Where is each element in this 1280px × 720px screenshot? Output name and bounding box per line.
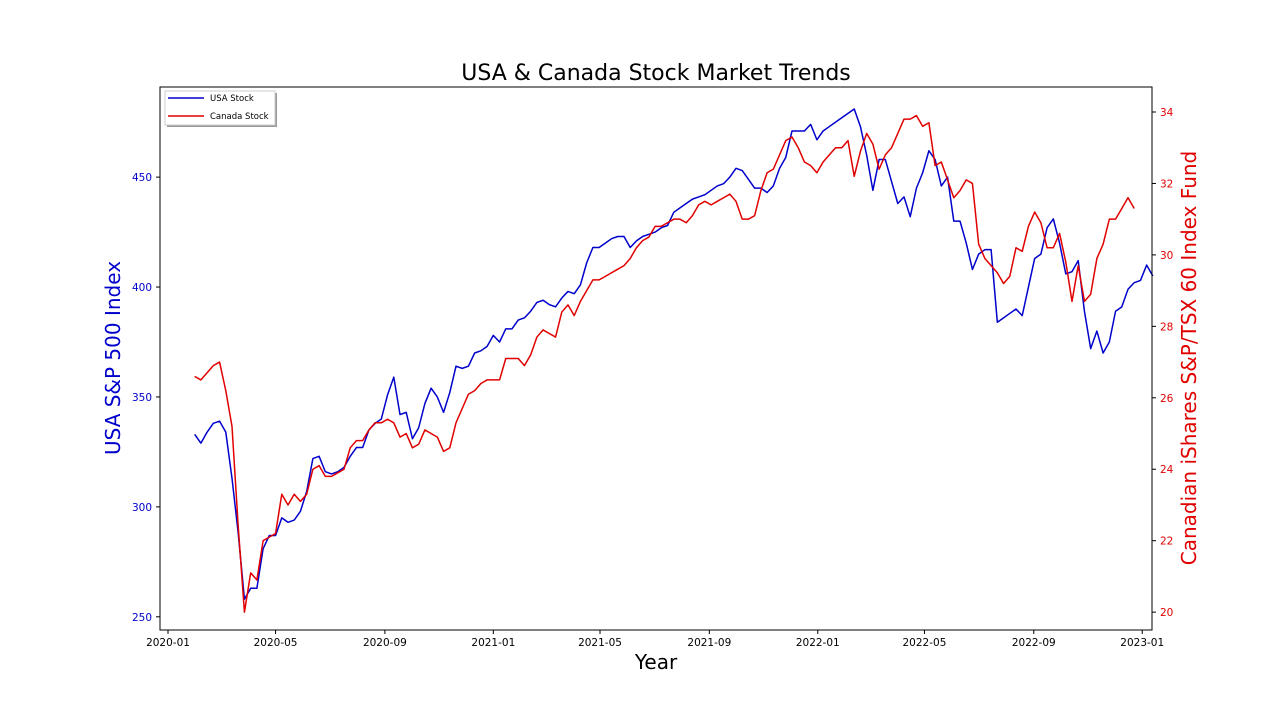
right-y-tick-label: 32 — [1160, 178, 1173, 190]
x-tick-label: 2020-09 — [363, 637, 407, 649]
left-y-axis-label: USA S&P 500 Index — [101, 261, 125, 455]
chart-title: USA & Canada Stock Market Trends — [461, 61, 851, 86]
legend: USA Stock Canada Stock — [164, 90, 277, 127]
right-y-tick-label: 26 — [1160, 393, 1174, 405]
x-tick-label: 2021-01 — [471, 637, 515, 649]
x-tick-label: 2022-05 — [903, 637, 947, 649]
left-y-tick-label: 450 — [132, 172, 152, 184]
left-y-axis-ticks: 250 300 350 400 450 — [132, 172, 160, 624]
series-line-canada-stock — [194, 114, 1135, 613]
right-y-tick-label: 22 — [1160, 536, 1173, 548]
x-tick-label: 2022-01 — [796, 637, 840, 649]
x-tick-label: 2023-01 — [1120, 637, 1164, 649]
right-y-tick-label: 30 — [1160, 250, 1173, 262]
right-y-tick-label: 24 — [1160, 464, 1174, 476]
legend-label-canada: Canada Stock — [210, 112, 269, 122]
left-y-tick-label: 250 — [132, 612, 152, 624]
right-y-tick-label: 20 — [1160, 607, 1173, 619]
right-y-tick-label: 28 — [1160, 321, 1173, 333]
left-y-tick-label: 400 — [132, 282, 152, 294]
x-tick-label: 2020-05 — [254, 637, 298, 649]
x-tick-label: 2020-01 — [146, 637, 190, 649]
x-axis-label: Year — [634, 650, 678, 674]
plot-area — [194, 108, 1154, 613]
legend-box — [164, 90, 276, 126]
series-line-usa-stock — [194, 108, 1154, 600]
x-axis-ticks: 2020-01 2020-05 2020-09 2021-01 2021-05 2021-… — [146, 630, 1164, 649]
left-y-tick-label: 350 — [132, 392, 152, 404]
legend-label-usa: USA Stock — [210, 94, 254, 104]
plot-frame — [159, 86, 1153, 631]
left-y-tick-label: 300 — [132, 502, 152, 514]
x-tick-label: 2022-09 — [1012, 637, 1056, 649]
right-y-tick-label: 34 — [1160, 107, 1174, 119]
x-tick-label: 2021-05 — [578, 637, 622, 649]
right-y-axis-ticks: 20 22 24 26 28 30 32 34 — [1152, 107, 1174, 619]
right-y-axis-label: Canadian iShares S&P/TSX 60 Index Fund — [1177, 151, 1201, 565]
series-layer — [194, 108, 1154, 613]
x-tick-label: 2021-09 — [687, 637, 731, 649]
